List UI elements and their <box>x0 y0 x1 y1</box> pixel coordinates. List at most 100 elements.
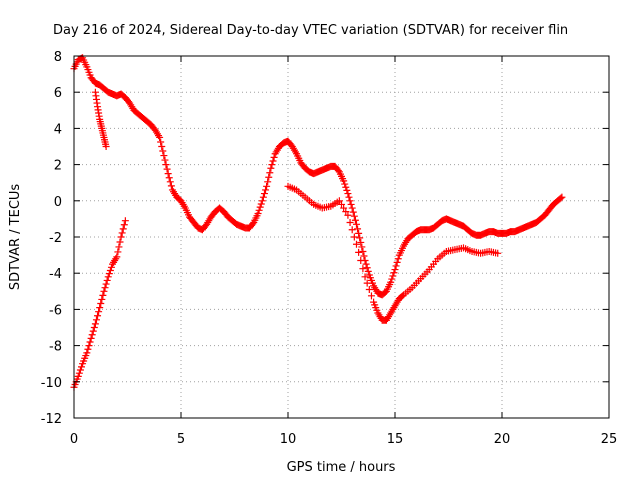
data-point <box>352 240 360 248</box>
data-point <box>392 262 400 270</box>
data-point <box>494 249 502 257</box>
data-point <box>360 252 368 260</box>
data-point <box>102 143 110 150</box>
x-tick-label: 15 <box>387 432 404 447</box>
data-point <box>348 204 356 212</box>
data-point <box>74 372 82 380</box>
data-point <box>104 273 112 281</box>
data-point <box>346 197 354 205</box>
data-point <box>334 166 342 174</box>
data-point <box>77 363 85 371</box>
data-point <box>338 200 345 208</box>
data-point <box>267 164 275 172</box>
series-sdtvar-lower-envelope <box>284 182 502 324</box>
data-point <box>89 327 97 335</box>
data-point <box>265 173 273 181</box>
data-point <box>163 165 171 173</box>
data-point <box>264 178 272 186</box>
y-tick-label: -6 <box>49 303 62 318</box>
data-point <box>99 291 107 299</box>
data-point <box>355 248 363 256</box>
data-point <box>86 338 94 346</box>
data-point <box>343 186 351 194</box>
data-point <box>350 212 358 220</box>
y-tick-label: 8 <box>54 50 62 65</box>
data-point <box>389 272 397 280</box>
data-point <box>258 197 266 205</box>
data-point <box>76 366 84 374</box>
grid <box>74 56 609 418</box>
data-point <box>83 349 91 357</box>
data-point <box>158 143 166 150</box>
data-point <box>358 243 366 251</box>
data-point <box>157 138 165 146</box>
data-point <box>164 170 172 178</box>
data-point <box>118 229 126 237</box>
data-point <box>341 180 349 188</box>
data-point <box>249 220 257 228</box>
data-point <box>98 295 106 303</box>
data-point <box>165 174 173 182</box>
data-point <box>88 331 96 339</box>
x-tick-label: 5 <box>177 432 185 447</box>
y-tick-label: 6 <box>54 86 62 101</box>
data-point <box>102 280 110 288</box>
x-tick-label: 10 <box>280 432 297 447</box>
data-point <box>260 190 268 198</box>
data-point <box>254 209 262 217</box>
series-sdtvar-morning-recovery <box>70 217 129 391</box>
data-point <box>103 276 111 284</box>
series-sdtvar-early-drop <box>91 88 110 150</box>
y-tick-label: -10 <box>41 376 62 391</box>
data-point <box>87 334 95 342</box>
data-point <box>390 269 398 277</box>
x-tick-label: 25 <box>601 432 618 447</box>
data-point <box>365 285 373 293</box>
data-point <box>394 255 402 263</box>
data-point <box>347 200 355 208</box>
data-point <box>344 211 352 219</box>
data-point <box>117 233 125 241</box>
y-tick-label: 0 <box>54 195 62 210</box>
data-point <box>345 193 353 201</box>
data-point <box>159 147 167 155</box>
data-point <box>113 253 121 261</box>
data-point <box>387 278 395 286</box>
data-point <box>119 225 127 233</box>
data-point <box>348 226 356 234</box>
data-point <box>160 152 168 160</box>
data-point <box>92 316 100 324</box>
data-point <box>105 270 113 278</box>
data-point <box>359 265 367 273</box>
data-point <box>106 266 114 274</box>
data-point <box>101 284 109 292</box>
data-point <box>96 304 104 312</box>
data-point <box>350 233 358 241</box>
y-axis-label: SDTVAR / TECUs <box>8 184 23 291</box>
y-tick-label: -4 <box>49 267 62 282</box>
data-point <box>355 229 363 237</box>
x-tick-label: 20 <box>494 432 511 447</box>
data-point <box>91 320 99 328</box>
y-tick-label: 2 <box>54 159 62 174</box>
data-point <box>342 208 350 216</box>
data-point <box>349 208 357 216</box>
data-point <box>388 275 396 283</box>
series-sdtvar-main <box>70 54 566 299</box>
data-point <box>391 266 399 274</box>
data-point <box>558 193 566 201</box>
data-point <box>121 217 129 225</box>
data-point <box>344 190 352 198</box>
data-point <box>120 221 128 229</box>
data-point <box>85 342 93 350</box>
data-point <box>357 238 365 246</box>
x-tick-label: 0 <box>70 432 78 447</box>
y-tick-label: 4 <box>54 122 62 137</box>
data-point <box>335 197 343 205</box>
data-point <box>557 194 565 202</box>
data-point <box>340 204 348 212</box>
data-point <box>257 200 265 208</box>
data-point <box>363 279 371 287</box>
